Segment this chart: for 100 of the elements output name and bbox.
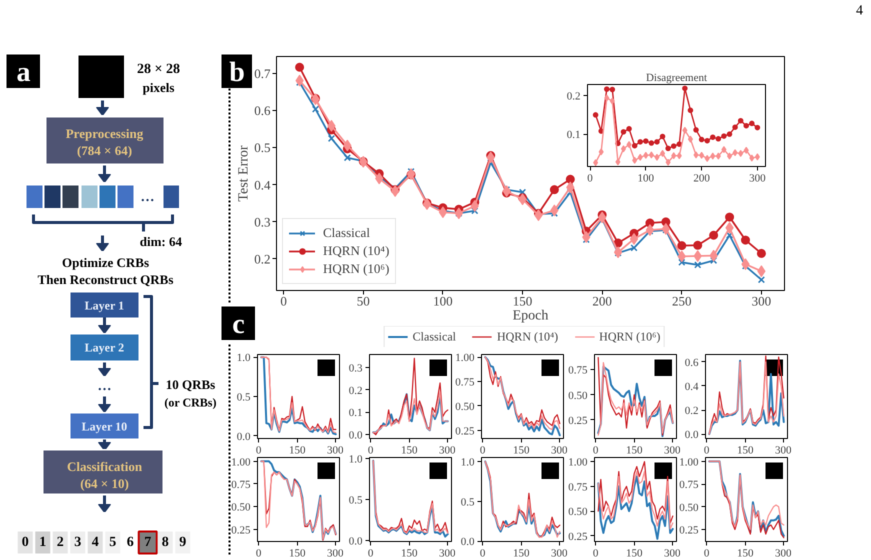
x-tick-label: 0: [256, 444, 262, 456]
y-tick-label: 0.0: [236, 430, 251, 443]
x-tick-label: 250: [672, 294, 692, 308]
y-tick-label: 1.00: [455, 352, 475, 364]
x-tick-label: 150: [736, 444, 754, 456]
text: a: [16, 57, 30, 88]
y-tick-label: 0.5: [348, 494, 363, 506]
text: Then Reconstruct QRBs: [38, 272, 174, 287]
x-tick-label: 0: [480, 444, 486, 456]
y-tick-label: 0.0: [348, 430, 363, 442]
x-tick-label: 50: [356, 294, 370, 308]
y-tick-label: 0.50: [568, 506, 588, 518]
text: 0 1 2 3 4 5 6 7 8 9: [22, 535, 186, 550]
text: (or CRBs): [164, 396, 216, 410]
y-tick-label: 0.0: [348, 536, 363, 548]
y-tick-label: 0.2: [254, 251, 270, 266]
x-tick-label: 200: [693, 172, 710, 184]
legend-label: HQRN (10⁶): [599, 329, 660, 344]
y-tick-label: 0.2: [348, 384, 362, 397]
y-tick-label: 0.6: [254, 103, 271, 118]
x-tick-label: 300: [775, 444, 792, 456]
x-tick-label: 0: [704, 444, 710, 456]
y-tick-label: 1.00: [231, 456, 251, 468]
x-tick-label: 0: [704, 548, 710, 560]
chart-title: Disagreement: [646, 72, 708, 84]
y-tick-label: 0.1: [348, 407, 362, 420]
y-axis-title: Test Error: [236, 145, 252, 202]
y-tick-label: 1.0: [236, 352, 251, 364]
x-tick-label: 0: [368, 548, 374, 560]
text: Layer 2: [84, 340, 124, 354]
x-tick-label: 0: [280, 294, 287, 308]
y-tick-label: 0.5: [236, 392, 251, 404]
x-tick-label: 150: [512, 294, 532, 308]
y-tick-label: 0.75: [455, 376, 475, 389]
y-tick-label: 0.25: [455, 425, 475, 438]
y-tick-label: 0.3: [348, 362, 363, 374]
text: …: [140, 190, 154, 205]
x-tick-label: 150: [400, 444, 418, 456]
y-tick-label: 0.7: [254, 66, 271, 82]
text: 28 × 28: [137, 62, 180, 77]
chart-title: b: [229, 57, 245, 88]
x-tick-label: 150: [288, 548, 306, 560]
text: Classification: [66, 459, 143, 474]
x-tick-label: 300: [551, 444, 568, 456]
x-tick-label: 300: [749, 172, 766, 184]
text: 4: [856, 4, 863, 18]
x-tick-label: 300: [439, 444, 456, 456]
text: Layer 1: [84, 298, 124, 312]
x-tick-label: 300: [327, 444, 344, 456]
y-tick-label: 0.5: [254, 140, 270, 156]
x-tick-label: 300: [439, 548, 456, 560]
x-tick-label: 300: [664, 548, 681, 560]
y-tick-label: 0.75: [679, 479, 699, 492]
x-tick-label: 200: [592, 294, 612, 308]
x-tick-label: 150: [400, 548, 418, 560]
text: (64 × 10): [80, 476, 129, 491]
x-tick-label: 0: [368, 444, 374, 456]
x-tick-label: 150: [626, 548, 643, 560]
legend-label: Classical: [323, 225, 370, 241]
text: …: [98, 379, 112, 394]
y-tick-label: 0.2: [566, 90, 580, 103]
x-tick-label: 150: [736, 548, 754, 560]
x-tick-label: 0: [256, 548, 262, 560]
y-tick-label: 0.1: [566, 129, 580, 142]
x-tick-label: 300: [551, 548, 568, 560]
x-tick-label: 300: [664, 444, 681, 456]
y-tick-label: 1.00: [679, 456, 699, 468]
text: (784 × 64): [76, 143, 132, 158]
y-tick-label: 0.0: [684, 429, 699, 442]
y-tick-label: 0.4: [254, 177, 271, 192]
y-tick-label: 0.0: [460, 536, 475, 548]
x-tick-label: 150: [512, 444, 530, 456]
y-tick-label: 1.0: [460, 456, 475, 468]
y-tick-label: 0.6: [684, 356, 699, 369]
legend-label: HQRN (10⁴): [323, 243, 390, 259]
y-tick-label: 0.5: [460, 496, 475, 508]
y-tick-label: 0.50: [455, 400, 475, 413]
y-tick-label: 0.50: [568, 390, 588, 402]
y-tick-label: 0.75: [231, 478, 251, 491]
y-tick-label: 0.50: [231, 502, 251, 514]
legend-label: HQRN (10⁴): [496, 329, 558, 344]
x-tick-label: 0: [592, 444, 599, 456]
x-tick-label: 100: [433, 294, 453, 308]
x-tick-label: 300: [752, 294, 772, 308]
x-tick-label: 0: [587, 172, 594, 184]
y-tick-label: 0.50: [679, 502, 699, 514]
x-tick-label: 300: [775, 548, 792, 560]
x-tick-label: 0: [480, 548, 486, 560]
x-tick-label: 150: [288, 444, 306, 456]
x-tick-label: 100: [638, 172, 655, 184]
y-tick-label: 0.4: [684, 380, 699, 393]
text: pixels: [142, 80, 174, 95]
x-tick-label: 150: [512, 548, 530, 560]
y-tick-label: 0.3: [254, 214, 270, 230]
x-tick-label: 300: [327, 548, 344, 560]
chart-title: c: [232, 309, 245, 340]
x-tick-label: 150: [626, 444, 643, 456]
x-axis-title: Epoch: [512, 308, 548, 324]
text: dim: 64: [140, 234, 182, 249]
y-tick-label: 1.0: [348, 453, 363, 466]
